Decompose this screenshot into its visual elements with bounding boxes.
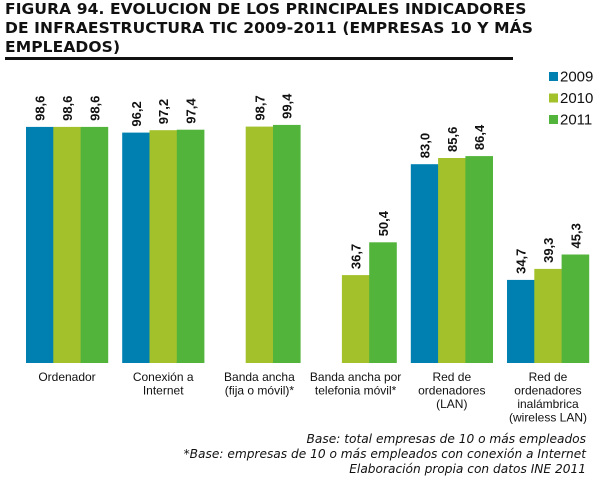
legend-label: 2011: [560, 112, 592, 129]
legend: 2009 2010 2011: [549, 69, 593, 129]
legend-label: 2009: [560, 69, 593, 86]
value-label: 98,6: [33, 96, 48, 121]
note-base-internet: *Base: empresas de 10 o más empleados co…: [183, 447, 586, 461]
bar-2010: [149, 130, 178, 363]
value-label: 86,4: [472, 124, 487, 150]
value-label: 45,3: [568, 223, 583, 248]
category-label: Ordenador: [38, 370, 95, 384]
value-label: 98,7: [252, 95, 267, 120]
bar-2010: [245, 126, 274, 363]
category-label: inalámbrica: [517, 397, 579, 411]
value-label: 97,4: [184, 98, 199, 124]
value-label: 50,4: [376, 210, 391, 236]
legend-swatch-2010: [549, 93, 558, 103]
source-notes: Base: total empresas de 10 o más emplead…: [184, 432, 586, 477]
value-label: 83,0: [417, 133, 432, 158]
bar-2010: [341, 275, 370, 363]
bar-2009: [507, 279, 535, 363]
value-label: 99,4: [280, 93, 295, 119]
value-label: 97,2: [156, 99, 171, 124]
value-label: 98,6: [87, 96, 102, 121]
bar-chart: 98,6 98,6 98,6 96,2 97,2 97,4 98,7 99,4 36,7 50,4…: [26, 69, 593, 425]
note-base: Base: total empresas de 10 o más emplead…: [306, 432, 586, 446]
chart-title-line: EMPLEADOS): [5, 38, 121, 56]
value-labels-layer: 98,6 98,6 98,6 96,2 97,2 97,4 98,7 99,4 36,7 50,4…: [33, 93, 584, 274]
category-label: Banda ancha por: [310, 370, 401, 384]
bar-2009: [26, 126, 54, 364]
bar-2011: [273, 124, 301, 364]
category-label: Banda ancha: [224, 370, 295, 384]
bar-2010: [534, 268, 562, 363]
legend-label: 2010: [560, 90, 593, 107]
bar-2009: [122, 132, 150, 363]
category-label: (LAN): [436, 397, 467, 411]
legend-swatch-2009: [549, 72, 558, 81]
category-label: (wireless LAN): [509, 411, 587, 425]
category-label: telefonia móvil*: [315, 384, 397, 398]
note-source: Elaboración propia con datos INE 2011: [349, 462, 586, 476]
category-label: ordenadores: [418, 384, 485, 398]
value-label: 34,7: [514, 249, 529, 274]
value-label: 39,3: [541, 238, 556, 263]
category-label: ordenadores: [514, 384, 581, 398]
category-label: (fija o móvil)*: [225, 384, 295, 398]
legend-swatch-2011: [549, 115, 558, 124]
bar-2009: [410, 164, 439, 363]
value-label: 96,2: [129, 101, 144, 126]
category-label: Internet: [143, 384, 184, 398]
bars-layer: [26, 124, 590, 364]
chart-title-line: DE INFRAESTRUCTURA TIC 2009-2011 (EMPRES…: [5, 19, 534, 37]
value-label: 36,7: [349, 244, 364, 269]
bar-2011: [561, 254, 590, 363]
category-label: Red de: [432, 370, 471, 384]
bar-2011: [369, 242, 397, 363]
value-label: 98,6: [60, 96, 75, 121]
bar-2011: [176, 129, 205, 363]
bar-2011: [80, 126, 109, 364]
title-underline: [5, 57, 513, 60]
bar-2010: [438, 158, 466, 363]
category-label: Conexión a: [133, 370, 194, 384]
bar-2011: [465, 156, 493, 363]
bar-2010: [53, 126, 81, 364]
category-label: Red de: [529, 370, 568, 384]
value-label: 85,6: [445, 127, 460, 152]
chart-title: FIGURA 94. EVOLUCION DE LOS PRINCIPALES …: [5, 0, 595, 57]
chart-title-line: FIGURA 94. EVOLUCION DE LOS PRINCIPALES …: [5, 0, 527, 18]
